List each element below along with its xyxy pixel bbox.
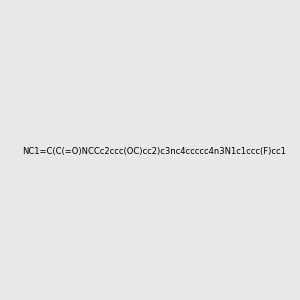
Text: NC1=C(C(=O)NCCc2ccc(OC)cc2)c3nc4ccccc4n3N1c1ccc(F)cc1: NC1=C(C(=O)NCCc2ccc(OC)cc2)c3nc4ccccc4n3… [22,147,286,156]
